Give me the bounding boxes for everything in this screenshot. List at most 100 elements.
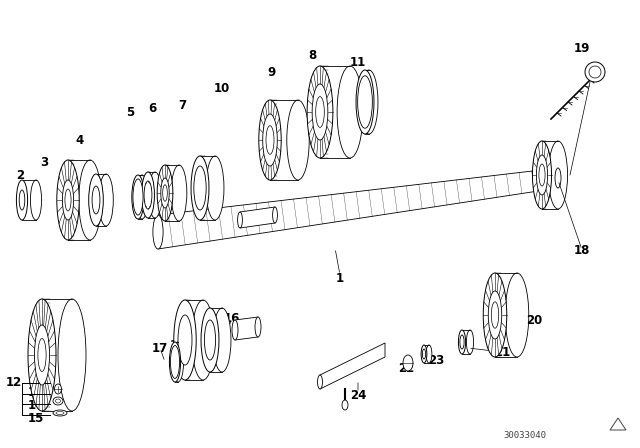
- Ellipse shape: [403, 355, 413, 371]
- Ellipse shape: [342, 400, 348, 410]
- Ellipse shape: [421, 345, 427, 363]
- Ellipse shape: [192, 300, 214, 380]
- Ellipse shape: [360, 70, 378, 134]
- Ellipse shape: [287, 100, 309, 180]
- Text: 12: 12: [6, 375, 22, 388]
- Text: 15: 15: [28, 412, 44, 425]
- Ellipse shape: [539, 164, 545, 186]
- Polygon shape: [158, 168, 558, 249]
- Ellipse shape: [174, 300, 196, 380]
- Ellipse shape: [312, 84, 328, 140]
- Ellipse shape: [505, 273, 529, 357]
- Ellipse shape: [555, 168, 561, 188]
- Polygon shape: [320, 343, 385, 389]
- Ellipse shape: [307, 66, 333, 158]
- Text: 7: 7: [178, 99, 186, 112]
- Ellipse shape: [426, 345, 432, 363]
- Ellipse shape: [163, 185, 167, 201]
- Ellipse shape: [483, 273, 507, 357]
- Ellipse shape: [157, 165, 173, 221]
- Ellipse shape: [144, 181, 152, 209]
- Ellipse shape: [458, 330, 466, 354]
- Ellipse shape: [548, 141, 568, 209]
- Text: 16: 16: [224, 311, 240, 324]
- Ellipse shape: [356, 70, 374, 134]
- Ellipse shape: [204, 320, 216, 360]
- Ellipse shape: [148, 172, 161, 218]
- Ellipse shape: [170, 345, 180, 379]
- Ellipse shape: [273, 207, 277, 223]
- Text: 24: 24: [350, 388, 366, 401]
- Text: 30033040: 30033040: [504, 431, 547, 439]
- Ellipse shape: [213, 308, 231, 372]
- Text: 13: 13: [28, 385, 44, 399]
- Ellipse shape: [136, 175, 148, 219]
- Ellipse shape: [317, 375, 323, 389]
- Ellipse shape: [263, 114, 277, 166]
- Ellipse shape: [28, 299, 56, 411]
- Ellipse shape: [237, 212, 243, 228]
- Ellipse shape: [79, 160, 101, 240]
- Ellipse shape: [532, 141, 552, 209]
- Ellipse shape: [194, 166, 206, 210]
- Text: 10: 10: [214, 82, 230, 95]
- Text: 3: 3: [40, 155, 48, 168]
- Ellipse shape: [63, 180, 74, 220]
- Polygon shape: [235, 317, 258, 340]
- Ellipse shape: [35, 325, 49, 385]
- Ellipse shape: [201, 308, 219, 372]
- Ellipse shape: [132, 175, 144, 219]
- Ellipse shape: [172, 342, 184, 382]
- Ellipse shape: [56, 399, 61, 403]
- Ellipse shape: [57, 160, 79, 240]
- Ellipse shape: [316, 97, 324, 127]
- Ellipse shape: [89, 174, 103, 226]
- Ellipse shape: [133, 179, 143, 215]
- Ellipse shape: [161, 178, 169, 208]
- Ellipse shape: [536, 155, 548, 195]
- Text: 6: 6: [148, 102, 156, 115]
- Text: 11: 11: [170, 339, 186, 352]
- Text: 20: 20: [526, 314, 542, 327]
- Ellipse shape: [422, 349, 426, 359]
- Text: 1: 1: [336, 271, 344, 284]
- Ellipse shape: [492, 302, 499, 328]
- Ellipse shape: [171, 165, 187, 221]
- Ellipse shape: [585, 62, 605, 82]
- Ellipse shape: [488, 291, 502, 339]
- Ellipse shape: [31, 180, 42, 220]
- Text: 21: 21: [494, 345, 510, 358]
- Ellipse shape: [38, 339, 46, 371]
- Ellipse shape: [141, 172, 154, 218]
- Ellipse shape: [53, 397, 63, 405]
- Text: 4: 4: [76, 134, 84, 146]
- Ellipse shape: [99, 174, 113, 226]
- Ellipse shape: [54, 384, 61, 394]
- Text: 9: 9: [268, 65, 276, 78]
- Text: 23: 23: [428, 353, 444, 366]
- Text: 5: 5: [126, 105, 134, 119]
- Ellipse shape: [191, 156, 209, 220]
- Ellipse shape: [266, 126, 274, 154]
- Text: 18: 18: [574, 244, 590, 257]
- Ellipse shape: [206, 156, 224, 220]
- Ellipse shape: [460, 335, 464, 349]
- Ellipse shape: [58, 299, 86, 411]
- Text: 8: 8: [308, 48, 316, 61]
- Text: 14: 14: [28, 399, 44, 412]
- Ellipse shape: [153, 215, 163, 249]
- Ellipse shape: [255, 317, 261, 337]
- Ellipse shape: [589, 66, 601, 78]
- Ellipse shape: [358, 76, 372, 128]
- Ellipse shape: [178, 315, 192, 365]
- Ellipse shape: [170, 342, 180, 382]
- Text: 19: 19: [574, 42, 590, 55]
- Text: 11: 11: [350, 56, 366, 69]
- Ellipse shape: [17, 180, 28, 220]
- Ellipse shape: [19, 190, 25, 210]
- Text: 22: 22: [398, 362, 414, 375]
- Ellipse shape: [92, 186, 100, 214]
- Polygon shape: [240, 207, 275, 228]
- Ellipse shape: [65, 189, 71, 211]
- Ellipse shape: [467, 330, 474, 354]
